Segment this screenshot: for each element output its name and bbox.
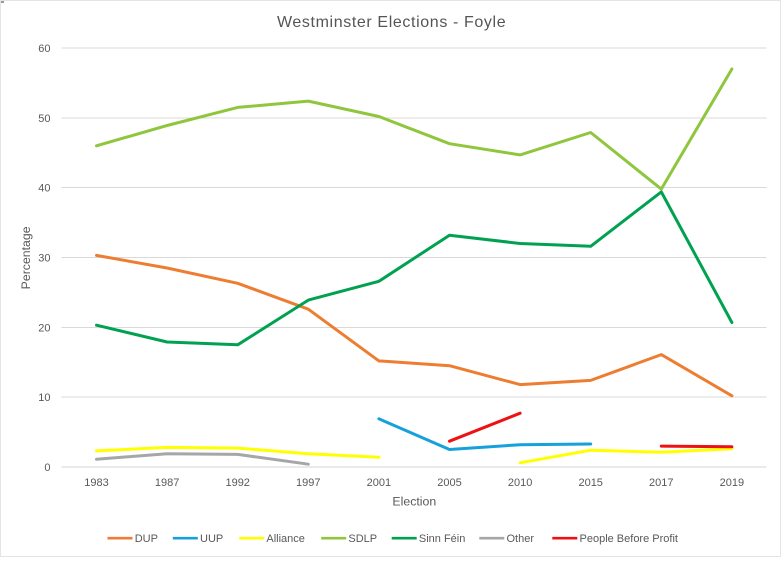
svg-text:1992: 1992 [225, 477, 249, 489]
svg-text:DUP: DUP [135, 533, 158, 545]
svg-text:2015: 2015 [578, 477, 602, 489]
svg-text:1997: 1997 [296, 477, 320, 489]
svg-text:Westminster Elections - Foyle: Westminster Elections - Foyle [277, 14, 506, 31]
svg-text:UUP: UUP [200, 533, 223, 545]
svg-text:Other: Other [507, 533, 535, 545]
svg-text:1987: 1987 [155, 477, 179, 489]
svg-text:Percentage: Percentage [19, 226, 33, 289]
svg-text:20: 20 [38, 322, 50, 334]
svg-text:2010: 2010 [508, 477, 532, 489]
svg-text:30: 30 [38, 253, 50, 265]
svg-text:2019: 2019 [720, 477, 744, 489]
svg-text:People Before Profit: People Before Profit [580, 533, 678, 545]
svg-text:2001: 2001 [367, 477, 391, 489]
svg-text:50: 50 [38, 113, 50, 125]
svg-text:0: 0 [44, 462, 50, 474]
svg-text:1983: 1983 [84, 477, 108, 489]
svg-text:Election: Election [392, 495, 436, 509]
svg-text:40: 40 [38, 183, 50, 195]
svg-text:2005: 2005 [437, 477, 461, 489]
svg-text:Sinn Féin: Sinn Féin [419, 533, 465, 545]
svg-text:10: 10 [38, 392, 50, 404]
svg-text:Alliance: Alliance [266, 533, 305, 545]
svg-text:60: 60 [38, 43, 50, 55]
svg-text:2017: 2017 [649, 477, 673, 489]
svg-text:SDLP: SDLP [348, 533, 377, 545]
